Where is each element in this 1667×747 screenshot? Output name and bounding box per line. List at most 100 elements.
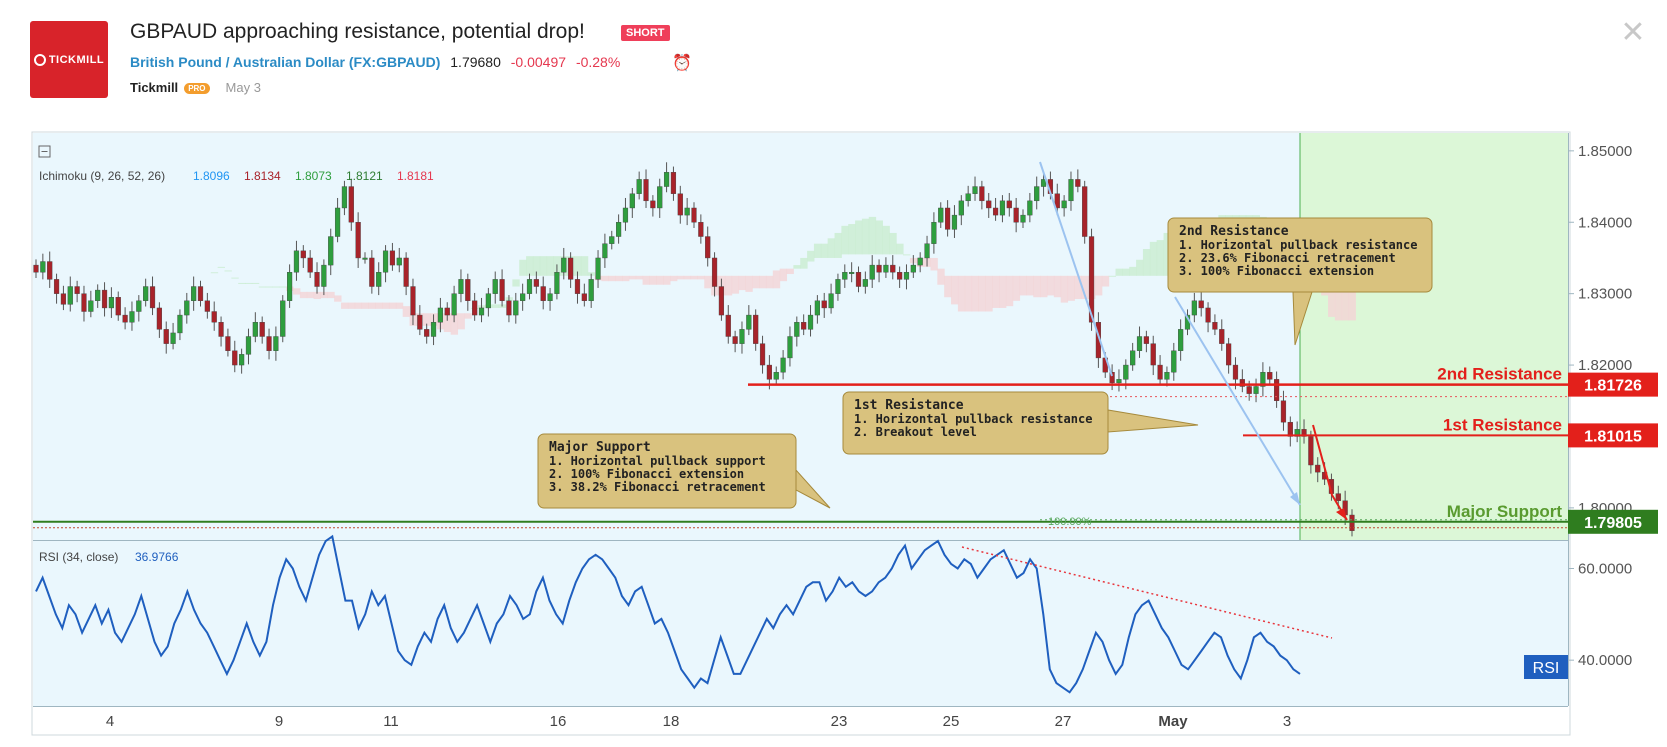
candle-body: [197, 286, 204, 301]
level-name-label: Major Support: [1447, 502, 1563, 521]
candle-body: [232, 350, 238, 366]
cloud-segment: [834, 232, 842, 258]
cloud-segment: [1060, 275, 1069, 303]
cloud-segment: [1122, 268, 1130, 276]
alarm-clock-icon[interactable]: ⏰: [672, 55, 692, 72]
candle-body: [1082, 186, 1088, 237]
symbol-code-link[interactable]: FX:GBPAUD: [353, 54, 436, 70]
candle-body: [334, 207, 341, 237]
logo-text: TICKMILL: [48, 53, 105, 66]
cloud-segment: [800, 257, 808, 269]
cloud-segment: [759, 275, 767, 289]
cloud-segment: [1341, 281, 1350, 321]
candle-body: [849, 272, 855, 274]
cloud-segment: [1074, 275, 1082, 300]
candle-body: [1219, 329, 1225, 344]
candle-body: [1212, 322, 1218, 330]
tickmill-logo[interactable]: TICKMILL: [30, 21, 108, 98]
candle-body: [1061, 200, 1067, 209]
callout-line: 2. 100% Fibonacci extension: [549, 467, 744, 481]
idea-title: GBPAUD approaching resistance, potential…: [130, 20, 585, 43]
collapse-pane-icon[interactable]: [38, 145, 51, 158]
candle-body: [903, 272, 910, 280]
rsi-trendline: [961, 546, 1333, 639]
candle-body: [1068, 179, 1074, 202]
cloud-segment: [512, 279, 520, 287]
candle-body: [396, 257, 402, 266]
candle-body: [136, 300, 142, 312]
candle-body: [1164, 372, 1170, 380]
cloud-segment: [827, 238, 836, 258]
candle-body: [629, 193, 635, 209]
cloud-segment: [1053, 275, 1062, 298]
candle-body: [239, 354, 245, 366]
candle-body: [691, 207, 697, 223]
candle-body: [225, 336, 231, 351]
cloud-segment: [738, 275, 746, 291]
price-change: -0.00497: [510, 54, 567, 70]
cloud-segment: [786, 268, 794, 275]
candle-body: [890, 264, 896, 273]
rsi-line: [35, 534, 1301, 694]
candle-body: [1088, 236, 1095, 323]
symbol-name-link[interactable]: British Pound / Australian Dollar: [130, 54, 345, 70]
candle-body: [362, 257, 368, 260]
cloud-segment: [519, 259, 527, 276]
candle-body: [1232, 364, 1239, 380]
cloud-segment: [238, 282, 246, 284]
candle-body: [663, 172, 670, 187]
price-tick-label: 1.83000: [1578, 286, 1632, 303]
candle-body: [1171, 350, 1177, 373]
cloud-segment: [1019, 275, 1027, 296]
candle-body: [403, 257, 409, 287]
leg-down-arrow-2: [1174, 296, 1301, 506]
symbol-row: British Pound / Australian Dollar (FX:GB…: [130, 54, 620, 70]
ichimoku-legend-values: 1.8096 1.8134 1.8073 1.8121 1.8181: [193, 169, 434, 183]
candle-body: [499, 279, 505, 301]
cloud-segment: [642, 275, 650, 285]
candle-body: [718, 286, 725, 316]
candle-body: [931, 222, 937, 244]
candle-body: [266, 336, 272, 351]
time-tick-label: 16: [550, 713, 567, 730]
cloud-segment: [951, 275, 959, 305]
cloud-segment: [663, 275, 671, 285]
candle-body: [81, 293, 87, 312]
cloud-segment: [813, 243, 822, 258]
rsi-tick-label: 60.0000: [1578, 561, 1632, 578]
candle-body: [526, 279, 533, 294]
cloud-segment: [1012, 275, 1021, 301]
author-name[interactable]: Tickmill: [130, 80, 179, 95]
candles: [33, 162, 1355, 537]
cloud-segment: [855, 220, 863, 255]
ichimoku-legend-value: 1.8134: [244, 169, 281, 183]
candle-body: [1294, 429, 1300, 437]
candle-body: [1198, 300, 1204, 309]
cloud-segment: [526, 256, 534, 276]
close-icon[interactable]: ✕: [1620, 16, 1646, 49]
candle-body: [1280, 400, 1287, 423]
candle-body: [828, 293, 834, 309]
candle-body: [965, 193, 971, 202]
rsi-legend-name[interactable]: RSI (34, close): [39, 550, 118, 564]
candle-body: [1157, 364, 1163, 380]
candle-body: [382, 250, 389, 273]
candle-body: [204, 300, 210, 312]
callout-line: 2. Breakout level: [854, 425, 977, 439]
cloud-segment: [656, 275, 664, 285]
candle-body: [1178, 329, 1184, 351]
candle-body: [739, 329, 745, 344]
cloud-segment: [1129, 266, 1137, 276]
ichimoku-legend-name[interactable]: Ichimoku (9, 26, 52, 26): [39, 169, 165, 183]
candle-body: [794, 322, 800, 337]
price-tick-label: 1.84000: [1578, 214, 1632, 231]
candle-body: [348, 186, 354, 223]
candle-body: [766, 364, 772, 380]
candle-body: [156, 307, 162, 330]
publish-date: May 3: [225, 80, 261, 95]
candle-body: [616, 222, 622, 237]
level-price-tag: [1568, 509, 1658, 534]
callout-line: 1. Horizontal pullback resistance: [854, 412, 1092, 426]
candle-body: [259, 322, 265, 337]
